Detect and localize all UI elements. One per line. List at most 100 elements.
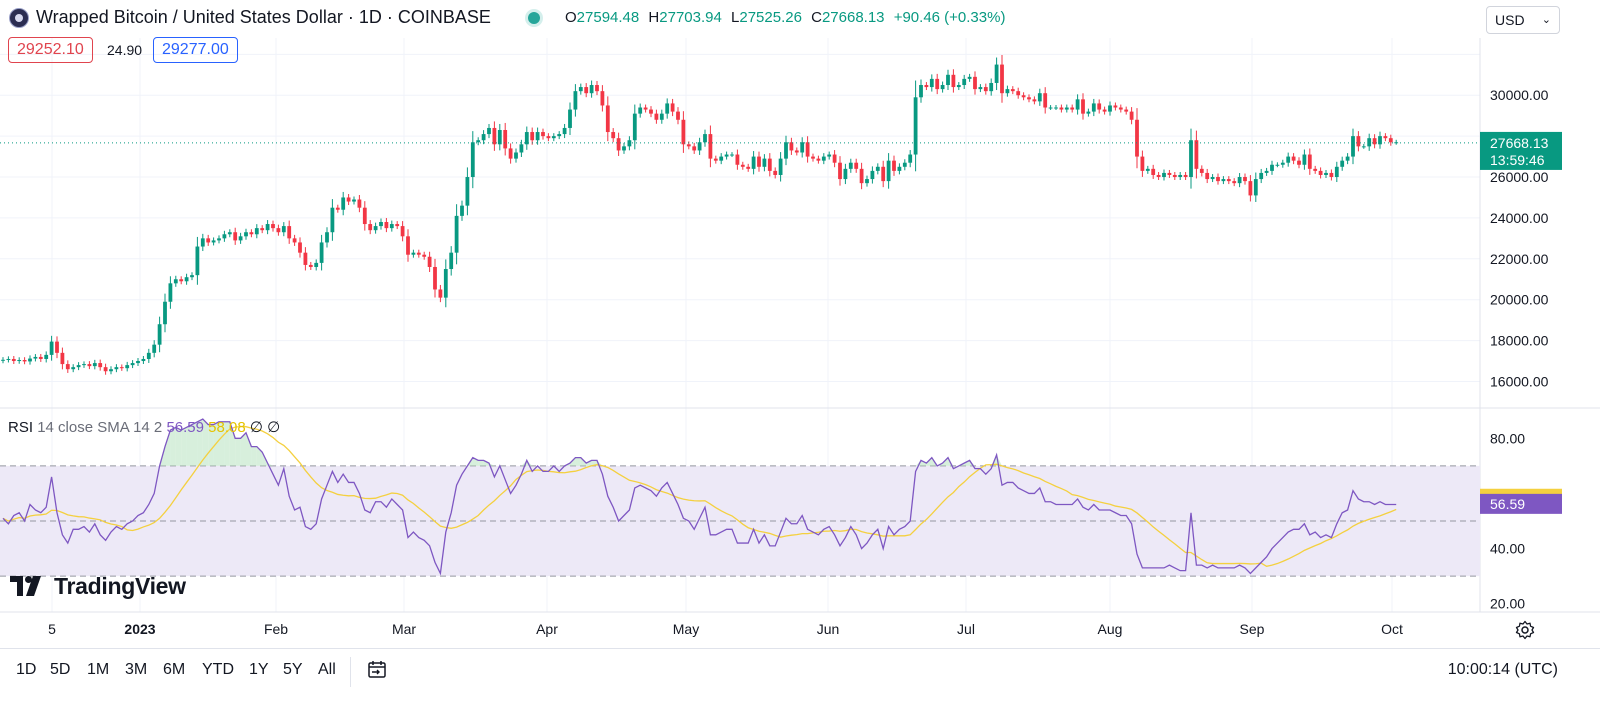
timeframe-1y-button[interactable]: 1Y	[249, 661, 269, 678]
candle	[1183, 172, 1188, 180]
candle-body	[325, 232, 329, 243]
candle	[6, 356, 11, 363]
candle-body	[1021, 95, 1026, 98]
candle-body	[65, 364, 70, 370]
bar-countdown-label: 13:59:46	[1490, 152, 1545, 168]
timeframe-5d-button[interactable]: 5D	[50, 661, 71, 678]
symbol-title[interactable]: Wrapped Bitcoin / United States Dollar ·…	[36, 7, 491, 27]
candle	[368, 220, 373, 235]
candle-body	[654, 113, 659, 120]
candle-body	[541, 132, 545, 137]
buy-price-button[interactable]: 29277.00	[153, 37, 238, 63]
time-tick-label: Apr	[536, 621, 558, 637]
candle-body	[908, 154, 913, 163]
timeframe-all-button[interactable]: All	[318, 661, 336, 678]
candle	[816, 155, 821, 164]
candle	[1032, 96, 1037, 105]
candle	[703, 129, 707, 147]
candle-body	[238, 236, 243, 241]
candle	[1113, 102, 1118, 111]
candle-body	[1340, 160, 1345, 167]
candle-body	[195, 246, 200, 276]
timeframe-1m-button[interactable]: 1M	[87, 661, 110, 678]
candle-body	[757, 156, 761, 167]
sell-price-button[interactable]: 29252.10	[8, 37, 93, 63]
candle	[751, 151, 756, 175]
candle	[55, 336, 59, 359]
candle	[584, 83, 589, 98]
settings-gear-icon[interactable]	[1515, 620, 1535, 640]
candle	[578, 83, 583, 95]
candle	[1210, 174, 1215, 183]
candle-body	[811, 156, 815, 159]
candle-body	[298, 242, 302, 253]
candle-body	[784, 142, 788, 159]
candle	[908, 150, 913, 168]
timeframe-ytd-button[interactable]: YTD	[202, 661, 234, 678]
timeframe-1d-button[interactable]: 1D	[16, 661, 37, 678]
timeframe-3m-button[interactable]: 3M	[125, 661, 148, 678]
candle	[546, 133, 551, 142]
candle	[832, 150, 837, 168]
candle-body	[33, 356, 38, 359]
rsi-overbought-fill	[186, 424, 192, 466]
candle	[1054, 105, 1058, 110]
candle	[1064, 104, 1069, 113]
candle-body	[217, 238, 221, 241]
timeframe-6m-button[interactable]: 6M	[163, 661, 186, 678]
candle	[935, 73, 940, 95]
candle-body	[1280, 162, 1285, 165]
candle	[524, 126, 529, 150]
candle-body	[22, 360, 27, 362]
candle-body	[357, 199, 362, 208]
timeframe-5y-button[interactable]: 5Y	[283, 661, 303, 678]
candle-body	[589, 85, 594, 94]
candle	[627, 136, 632, 151]
candle-body	[265, 224, 270, 231]
rsi-overbought-fill	[235, 438, 241, 466]
rsi-zone-fills	[159, 419, 1002, 466]
date-range-icon[interactable]	[366, 659, 388, 681]
candle	[951, 69, 956, 93]
candle-body	[443, 269, 448, 298]
rsi-legend-params: 14 close SMA 14 2	[37, 419, 166, 436]
candle-body	[848, 162, 853, 169]
candle	[1329, 169, 1334, 181]
candle-body	[611, 132, 616, 139]
candle	[244, 228, 248, 240]
candle	[848, 158, 853, 173]
candle	[665, 98, 670, 119]
high-key: H	[648, 9, 660, 26]
price-tick-label: 24000.00	[1490, 210, 1549, 226]
candle	[465, 167, 470, 216]
candle	[1075, 94, 1080, 115]
candle-body	[1054, 107, 1058, 109]
candle-body	[1367, 138, 1372, 147]
candle-body	[400, 226, 405, 237]
candle	[622, 142, 626, 154]
candle-body	[1275, 164, 1280, 166]
close-key: C	[811, 9, 822, 26]
candle	[659, 109, 664, 124]
candle	[508, 143, 513, 164]
candle	[1194, 130, 1199, 179]
candle	[638, 103, 643, 118]
candle	[416, 249, 421, 258]
currency-select[interactable]: USD ⌄	[1486, 6, 1560, 34]
candle-body	[1162, 172, 1166, 178]
candle	[1167, 169, 1172, 178]
candle-body	[1291, 156, 1296, 161]
candle	[1291, 153, 1296, 165]
candle	[719, 153, 724, 165]
candle	[1135, 108, 1139, 169]
candle	[211, 237, 216, 246]
candle-body	[1297, 160, 1301, 165]
rsi-legend-title: RSI	[8, 419, 37, 436]
rsi-tick-label: 80.00	[1490, 430, 1525, 446]
candle	[1086, 108, 1091, 117]
candle-body	[38, 356, 43, 359]
candle	[1043, 87, 1048, 114]
candle-body	[1097, 103, 1102, 110]
candle	[330, 199, 335, 241]
